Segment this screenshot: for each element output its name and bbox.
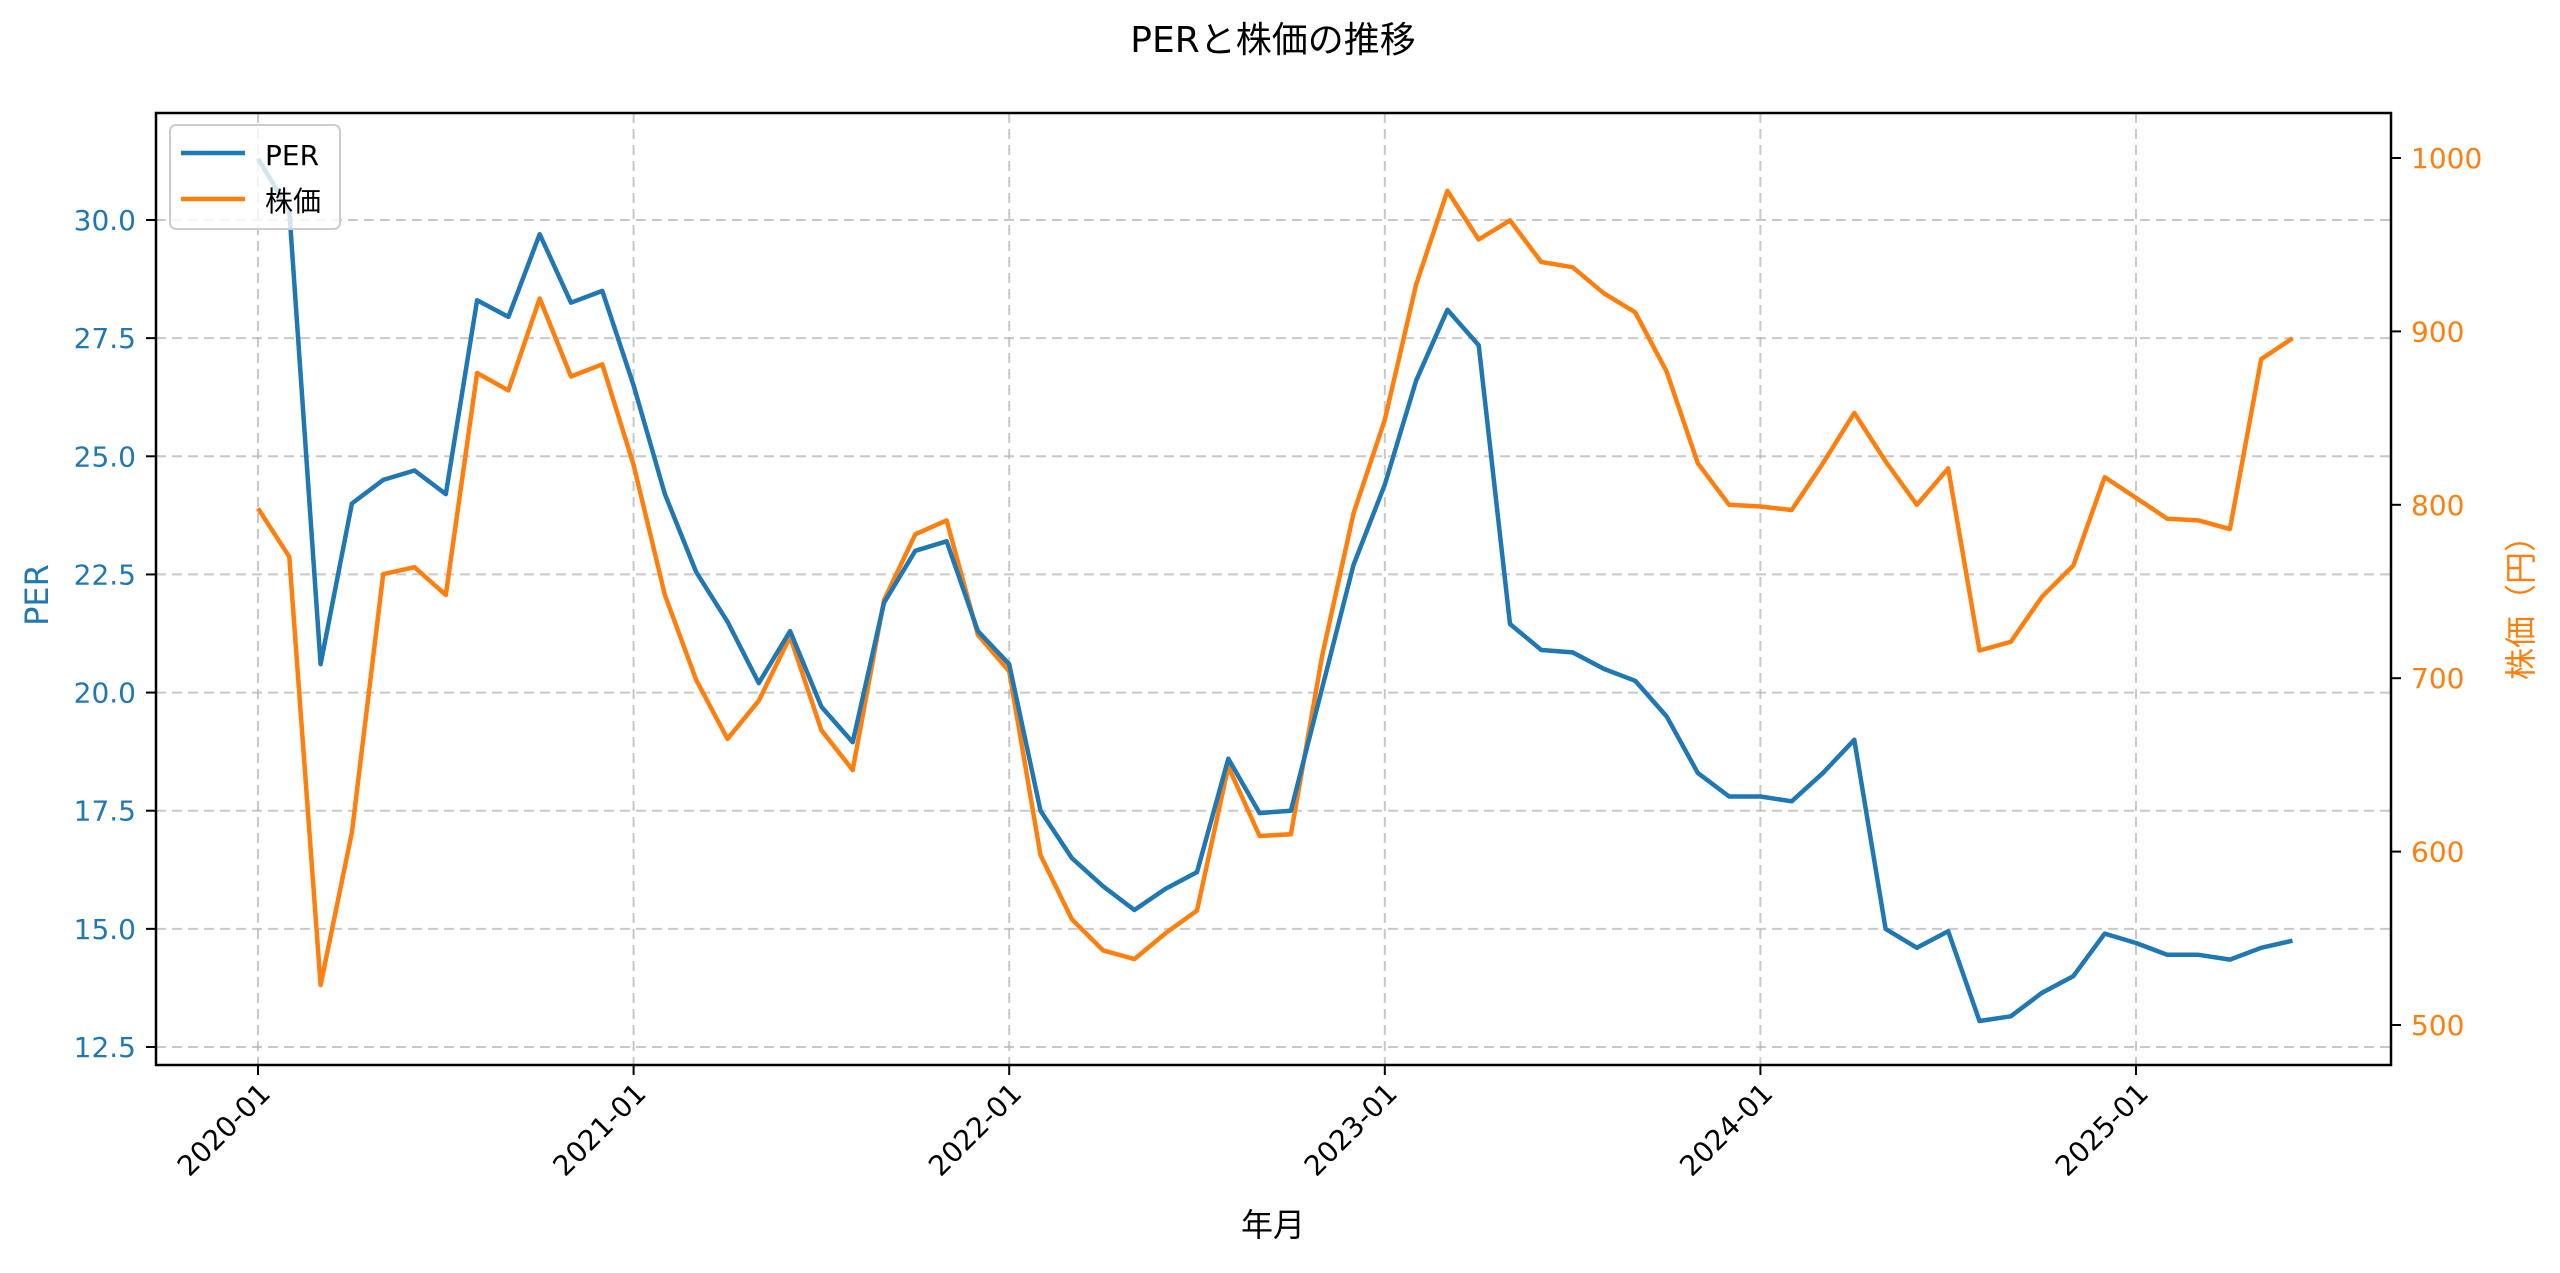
right-tick-label: 700 [2411, 662, 2464, 695]
x-axis-label: 年月 [1241, 1206, 1305, 1244]
legend-price-label: 株価 [265, 185, 321, 218]
left-y-axis-label: PER [18, 564, 56, 626]
left-tick-label: 27.5 [74, 322, 136, 355]
right-y-axis-label: 株価（円） [2502, 520, 2540, 680]
x-axis: 2020-01 2021-01 2022-01 2023-01 2024-01 2025-… [171, 1065, 2155, 1183]
x-tick-label: 2025-01 [2049, 1077, 2155, 1183]
grid-lines [156, 113, 2391, 1065]
left-tick-label: 12.5 [74, 1031, 136, 1064]
x-tick-label: 2020-01 [171, 1077, 277, 1183]
x-tick-label: 2024-01 [1673, 1077, 1779, 1183]
price-line [256, 188, 2294, 988]
left-tick-label: 17.5 [74, 795, 136, 828]
x-tick-label: 2023-01 [1298, 1077, 1404, 1183]
price-series [256, 188, 2294, 988]
right-tick-label: 600 [2411, 836, 2464, 869]
right-tick-label: 900 [2411, 315, 2464, 348]
left-tick-label: 25.0 [74, 440, 136, 473]
right-tick-label: 500 [2411, 1009, 2464, 1042]
left-tick-label: 20.0 [74, 677, 136, 710]
chart-title: PERと株価の推移 [1130, 20, 1415, 61]
left-y-axis: 12.5 15.0 17.5 20.0 22.5 25.0 27.5 30.0 [74, 204, 156, 1064]
right-y-axis: 500 600 700 800 900 1000 [2391, 142, 2482, 1042]
legend-per-label: PER [265, 139, 319, 172]
right-tick-label: 800 [2411, 489, 2464, 522]
per-series [256, 157, 2293, 1024]
x-tick-label: 2022-01 [922, 1077, 1028, 1183]
left-tick-label: 30.0 [74, 204, 136, 237]
left-tick-label: 15.0 [74, 913, 136, 946]
axes-frame [154, 111, 2393, 1067]
legend: PER 株価 [169, 124, 341, 230]
x-tick-label: 2021-01 [546, 1077, 652, 1183]
right-tick-label: 1000 [2411, 142, 2482, 175]
per-line [256, 157, 2293, 1024]
left-tick-label: 22.5 [74, 558, 136, 591]
